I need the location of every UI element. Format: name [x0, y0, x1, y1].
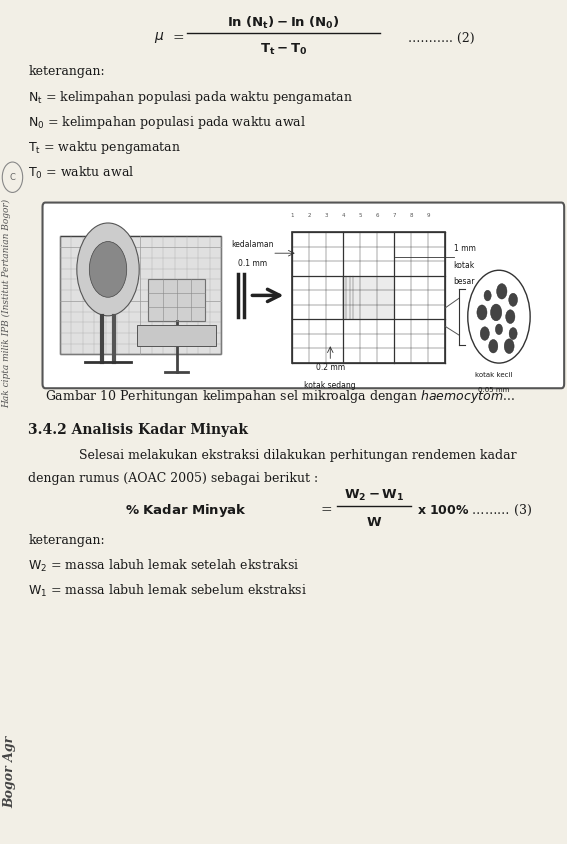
Text: 7: 7	[392, 213, 396, 218]
Text: 8: 8	[409, 213, 413, 218]
Text: 9: 9	[426, 213, 430, 218]
Circle shape	[480, 327, 489, 340]
Text: besar: besar	[454, 277, 475, 285]
Text: $\mathrm{N_t}$ = kelimpahan populasi pada waktu pengamatan: $\mathrm{N_t}$ = kelimpahan populasi pad…	[28, 89, 353, 106]
Circle shape	[468, 270, 530, 363]
Text: 3: 3	[324, 213, 328, 218]
Circle shape	[496, 324, 502, 334]
Text: $\mathrm{N_0}$ = kelimpahan populasi pada waktu awal: $\mathrm{N_0}$ = kelimpahan populasi pad…	[28, 114, 306, 131]
Bar	[149, 279, 205, 322]
Circle shape	[509, 327, 517, 339]
Text: =: =	[173, 31, 185, 45]
Text: 1 mm: 1 mm	[454, 245, 476, 253]
Text: kedalaman: kedalaman	[231, 241, 273, 249]
Text: $\mathbf{W}$: $\mathbf{W}$	[366, 516, 382, 529]
Bar	[343, 276, 394, 319]
Text: Gambar 10 Perhitungan kelimpahan sel mikroalga dengan $\it{haemocytom}$...: Gambar 10 Perhitungan kelimpahan sel mik…	[45, 388, 515, 405]
Text: keterangan:: keterangan:	[28, 533, 105, 547]
Text: 1: 1	[290, 213, 294, 218]
Text: 0.1 mm: 0.1 mm	[238, 259, 267, 268]
Circle shape	[90, 241, 127, 297]
FancyBboxPatch shape	[43, 203, 564, 388]
Text: kotak kecil: kotak kecil	[475, 371, 512, 377]
Text: $\mathbf{x\ 100\%}$ ……… (3): $\mathbf{x\ 100\%}$ ……… (3)	[417, 503, 532, 518]
Text: $\mathrm{W_2}$ = massa labuh lemak setelah ekstraksi: $\mathrm{W_2}$ = massa labuh lemak setel…	[28, 557, 300, 574]
Circle shape	[484, 290, 491, 301]
Text: $\mathbf{In\ (N_t) - In\ (N_0)}$: $\mathbf{In\ (N_t) - In\ (N_0)}$	[227, 14, 340, 31]
Bar	[292, 232, 445, 363]
Text: =: =	[320, 504, 332, 517]
Text: $\mathbf{\%\ Kadar\ Minyak}$: $\mathbf{\%\ Kadar\ Minyak}$	[125, 502, 247, 519]
Text: keterangan:: keterangan:	[28, 65, 105, 78]
Text: Hak cipta milik IPB (Institut Pertanian Bogor): Hak cipta milik IPB (Institut Pertanian …	[2, 199, 11, 408]
Text: 3.4.2 Analisis Kadar Minyak: 3.4.2 Analisis Kadar Minyak	[28, 424, 248, 437]
Text: $\mathrm{T_t}$ = waktu pengamatan: $\mathrm{T_t}$ = waktu pengamatan	[28, 139, 181, 156]
Text: 6: 6	[375, 213, 379, 218]
Text: dengan rumus (AOAC 2005) sebagai berikut :: dengan rumus (AOAC 2005) sebagai berikut…	[28, 472, 319, 485]
Circle shape	[490, 304, 502, 321]
Text: 2: 2	[307, 213, 311, 218]
Text: $\mathbf{W_2 - W_1}$: $\mathbf{W_2 - W_1}$	[344, 488, 404, 503]
Text: $\mathbf{T_t - T_0}$: $\mathbf{T_t - T_0}$	[260, 42, 307, 57]
Text: 0.05 mm: 0.05 mm	[477, 387, 509, 392]
Circle shape	[77, 223, 139, 316]
Text: kotak: kotak	[454, 262, 475, 270]
Text: 5: 5	[358, 213, 362, 218]
Circle shape	[506, 310, 515, 323]
Circle shape	[509, 293, 518, 306]
Text: ……….. (2): ……….. (2)	[408, 31, 475, 45]
Text: $\mathrm{W_1}$ = massa labuh lemak sebelum ekstraksi: $\mathrm{W_1}$ = massa labuh lemak sebel…	[28, 582, 307, 599]
Circle shape	[489, 339, 498, 353]
Text: Selesai melakukan ekstraksi dilakukan perhitungan rendemen kadar: Selesai melakukan ekstraksi dilakukan pe…	[79, 449, 517, 463]
Circle shape	[504, 338, 514, 354]
Bar	[60, 236, 221, 354]
Circle shape	[497, 284, 507, 299]
Text: $\mu$: $\mu$	[154, 30, 164, 46]
Text: kotak sedang: kotak sedang	[304, 381, 356, 391]
Circle shape	[477, 305, 487, 320]
Text: $\mathrm{T_0}$ = waktu awal: $\mathrm{T_0}$ = waktu awal	[28, 165, 134, 181]
Text: Bogor Agr: Bogor Agr	[3, 736, 16, 809]
Text: C: C	[10, 173, 15, 181]
Text: 0.2 mm: 0.2 mm	[316, 363, 345, 372]
Text: 4: 4	[341, 213, 345, 218]
Bar	[137, 325, 217, 346]
